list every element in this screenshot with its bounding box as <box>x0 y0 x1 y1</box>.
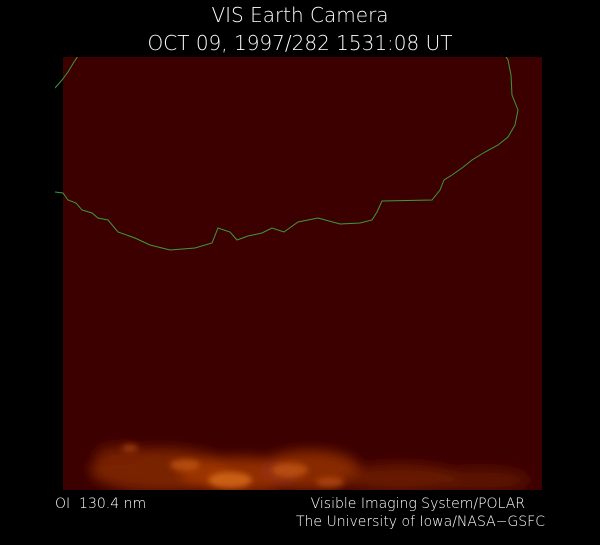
aurora-glow <box>90 445 530 490</box>
timestamp: OCT 09, 1997/282 1531:08 UT <box>148 31 453 55</box>
coastline <box>55 57 519 251</box>
aurora-bright <box>122 444 344 488</box>
coastline <box>55 57 78 89</box>
image-edge <box>55 57 63 490</box>
wavelength: OI 130.4 nm <box>55 496 146 512</box>
image-background <box>55 57 542 490</box>
credit-line: The University of Iowa/NASA−GSFC <box>296 514 545 530</box>
credit-line: Visible Imaging System/POLAR <box>311 496 525 512</box>
title: VIS Earth Camera <box>211 3 388 27</box>
image <box>55 57 542 490</box>
